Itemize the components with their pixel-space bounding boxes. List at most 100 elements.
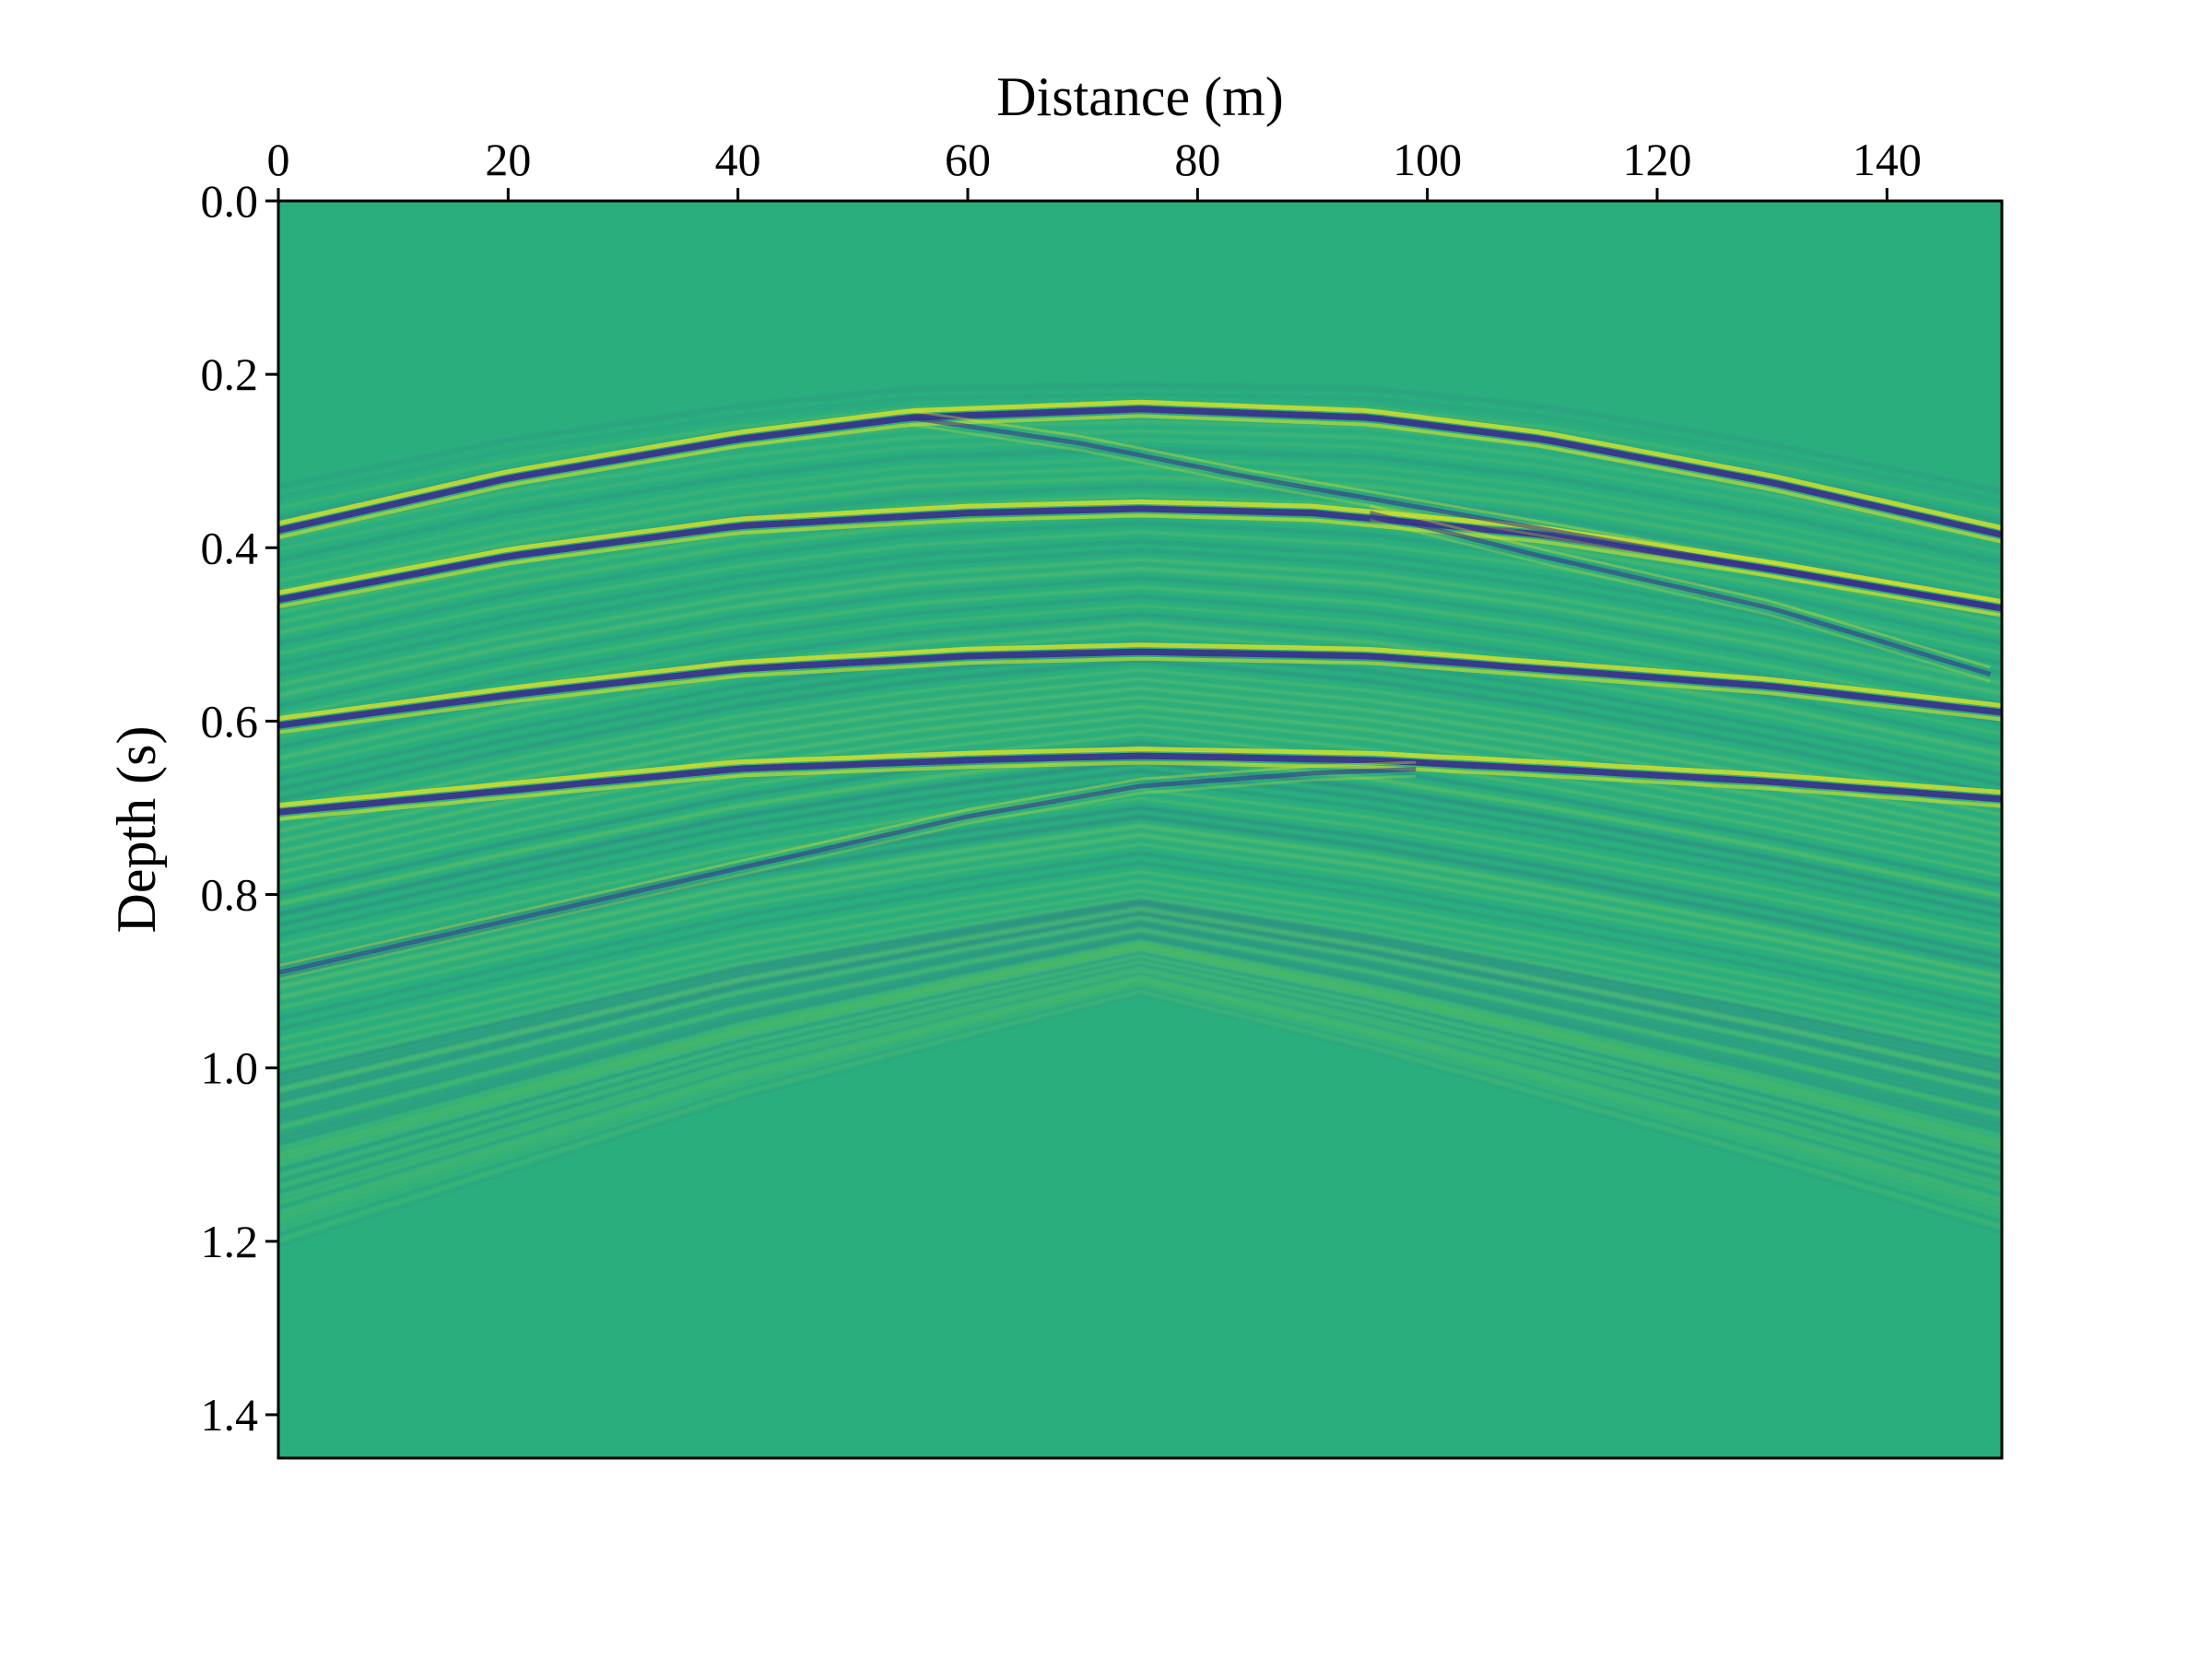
noise-streak [278, 870, 2002, 1041]
noise-streak [278, 879, 2002, 1052]
reflection-layer [278, 399, 2002, 982]
noise-streak [278, 439, 2002, 554]
x-tick-label: 140 [1853, 134, 1922, 185]
noise-streak [278, 966, 2002, 1199]
noise-streak [278, 931, 2002, 1135]
noise-streak [278, 945, 2002, 1162]
reflection-peak-lobe [1369, 518, 1991, 683]
noise-streak [278, 558, 2002, 688]
noise-streak [278, 750, 2002, 907]
reflection-event [278, 648, 2002, 729]
noise-streak [278, 457, 2002, 573]
noise-streak [278, 814, 2002, 980]
noise-streak [278, 475, 2002, 594]
noise-streak [278, 382, 2002, 494]
y-tick-label: 0.4 [201, 522, 259, 573]
noise-streak [278, 983, 2002, 1231]
noise-streak [278, 969, 2002, 1205]
noise-streak [278, 986, 2002, 1237]
x-tick-label: 120 [1623, 134, 1692, 185]
noise-streak [278, 950, 2002, 1173]
noise-streak [278, 940, 2002, 1150]
noise-streak [278, 852, 2002, 1020]
noise-texture [278, 382, 2002, 1247]
noise-streak [278, 973, 2002, 1217]
noise-streak [278, 796, 2002, 958]
x-tick-label: 0 [267, 134, 290, 185]
noise-streak [278, 993, 2002, 1247]
noise-streak [278, 959, 2002, 1189]
reflection-event [278, 406, 2002, 538]
noise-streak [278, 842, 2002, 1010]
reflection-peak-lobe [278, 774, 1417, 982]
reflection-peak-lobe [278, 399, 2002, 531]
reflection-peak-lobe [1369, 504, 1991, 669]
noise-streak [278, 539, 2002, 666]
reflection-event [278, 752, 2002, 816]
noise-streak [278, 971, 2002, 1210]
noise-streak [278, 447, 2002, 564]
noise-streak [278, 919, 2002, 1113]
noise-streak [278, 927, 2002, 1130]
reflection-event [1369, 511, 1992, 677]
noise-streak [278, 631, 2002, 771]
reflection-peak-lobe [278, 656, 2002, 735]
noise-streak [278, 594, 2002, 728]
noise-streak [278, 585, 2002, 718]
noise-streak [278, 888, 2002, 1062]
y-tick-label: 0.0 [201, 175, 259, 227]
reflection-peak-lobe [278, 760, 1417, 968]
noise-streak [278, 548, 2002, 677]
noise-streak [278, 419, 2002, 534]
y-tick-label: 0.8 [201, 869, 259, 921]
noise-streak [278, 935, 2002, 1147]
noise-streak [278, 769, 2002, 926]
noise-streak [278, 962, 2002, 1194]
reflection-event [910, 415, 1997, 610]
noise-streak [278, 686, 2002, 833]
x-tick-label: 40 [715, 134, 761, 185]
noise-streak [278, 895, 2002, 1071]
noise-streak [278, 906, 2002, 1093]
y-tick-label: 1.2 [201, 1216, 259, 1267]
noise-streak [278, 922, 2002, 1119]
x-axis-title: Distance (m) [996, 66, 1284, 127]
plot-background [278, 201, 2002, 1458]
noise-streak [278, 724, 2002, 875]
noise-streak [278, 641, 2002, 781]
noise-streak [278, 900, 2002, 1082]
noise-streak [278, 668, 2002, 812]
noise-streak [278, 484, 2002, 605]
x-tick-label: 80 [1174, 134, 1220, 185]
reflection-peak-lobe [910, 423, 1997, 617]
noise-streak [278, 989, 2002, 1242]
plot-frame [276, 199, 2004, 1460]
x-axis: 0 20 40 60 80 100 120 140 [267, 134, 1922, 201]
noise-streak [278, 909, 2002, 1099]
noise-streak [278, 521, 2002, 645]
noise-streak [278, 915, 2002, 1109]
noise-streak [278, 948, 2002, 1167]
reflection-peak-lobe [278, 642, 2002, 722]
noise-streak [278, 512, 2002, 636]
noise-streak [278, 806, 2002, 969]
noise-streak [278, 566, 2002, 698]
x-tick-label: 20 [485, 134, 531, 185]
noise-streak [278, 861, 2002, 1030]
noise-streak [278, 658, 2002, 802]
noise-streak [278, 741, 2002, 896]
y-tick-label: 0.6 [201, 695, 259, 747]
reflection-peak-lobe [278, 414, 2002, 544]
noise-streak [278, 576, 2002, 708]
y-axis: 0.0 0.2 0.4 0.6 0.8 1.0 1.2 1.4 [201, 175, 278, 1441]
noise-streak [278, 981, 2002, 1226]
reflection-peak-lobe [278, 499, 2002, 605]
noise-streak [278, 898, 2002, 1077]
reflection-event [278, 767, 1417, 975]
y-tick-label: 0.2 [201, 348, 259, 400]
noise-streak [278, 912, 2002, 1103]
reflection-peak-lobe [910, 409, 1997, 602]
noise-streak [278, 677, 2002, 822]
y-tick-label: 1.0 [201, 1042, 259, 1094]
